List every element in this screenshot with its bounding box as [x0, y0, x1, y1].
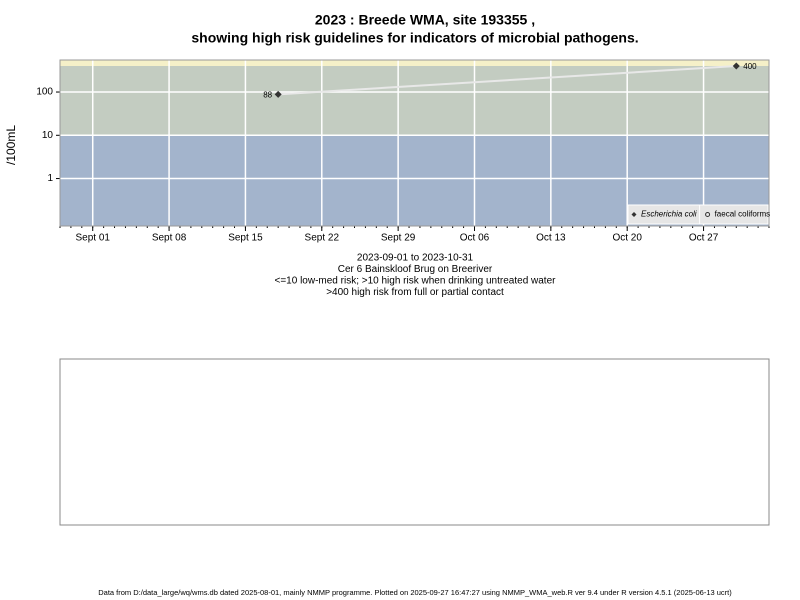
caption: 2023-09-01 to 2023-10-31 — [357, 253, 474, 264]
footer: Data from D:/data_large/wq/wms.db dated … — [98, 588, 732, 597]
x-tick-label: Sept 29 — [381, 233, 416, 244]
plot-frame — [59, 59, 770, 227]
data-point — [732, 62, 740, 70]
y-tick-label: 10 — [42, 130, 54, 141]
caption: <=10 low-med risk; >10 high risk when dr… — [275, 276, 557, 287]
x-tick-label: Oct 13 — [536, 233, 566, 244]
legend-marker — [705, 212, 711, 217]
caption: >400 high risk from full or partial cont… — [326, 287, 504, 298]
legend-marker — [631, 212, 637, 217]
caption: Cer 6 Bainskloof Brug on Breeriver — [338, 264, 493, 275]
x-tick-label: Sept 15 — [228, 233, 263, 244]
risk-band — [60, 60, 769, 66]
y-tick-label: 1 — [47, 173, 53, 184]
y-tick-label: 100 — [36, 87, 53, 98]
data-label: 400 — [743, 62, 757, 71]
legend-label: Escherichia coli — [641, 210, 697, 219]
empty-panel — [59, 358, 770, 526]
x-tick-label: Sept 01 — [75, 233, 110, 244]
x-tick-label: Oct 20 — [612, 233, 642, 244]
x-tick-label: Oct 27 — [689, 233, 719, 244]
y-axis-label: /100mL — [4, 125, 18, 165]
data-point — [274, 90, 282, 98]
series-line — [278, 64, 737, 96]
risk-band — [60, 65, 769, 136]
legend-box — [627, 204, 769, 225]
data-label: 88 — [263, 91, 272, 100]
chart-subtitle: showing high risk guidelines for indicat… — [191, 30, 638, 46]
x-tick-label: Sept 08 — [152, 233, 187, 244]
legend-label: faecal coliforms — [715, 210, 771, 219]
chart-title: 2023 : Breede WMA, site 193355 , — [315, 12, 535, 28]
x-tick-label: Oct 06 — [460, 233, 490, 244]
x-tick-label: Sept 22 — [305, 233, 340, 244]
